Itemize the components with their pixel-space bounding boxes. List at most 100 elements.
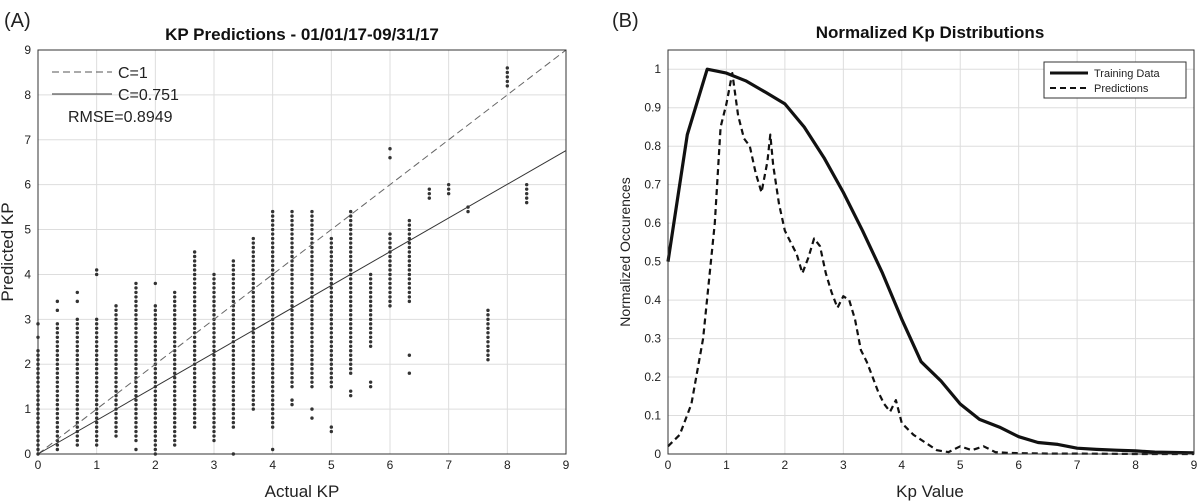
scatter-point: [251, 349, 256, 353]
predictions-line: [667, 72, 1194, 456]
scatter-point: [290, 290, 294, 295]
scatter-point: [251, 353, 256, 357]
x-tick-label: 7: [1074, 458, 1081, 472]
scatter-point: [270, 407, 275, 411]
scatter-point: [524, 187, 529, 191]
scatter-point: [94, 384, 99, 389]
scatter-point: [55, 402, 60, 407]
scatter-point: [290, 371, 294, 375]
scatter-point: [94, 411, 99, 416]
scatter-point: [329, 371, 334, 375]
scatter-point: [524, 191, 529, 196]
scatter-point: [231, 313, 236, 317]
scatter-point: [251, 322, 256, 326]
scatter-point: [153, 326, 158, 331]
scatter-point: [270, 263, 275, 268]
scatter-point: [153, 438, 158, 443]
scatter-point: [134, 290, 138, 295]
scatter-point: [310, 349, 314, 353]
scatter-point: [153, 313, 158, 317]
x-tick-label: 1: [723, 458, 730, 472]
scatter-point: [55, 308, 60, 313]
scatter-point: [134, 367, 138, 371]
scatter-point: [290, 353, 294, 357]
scatter-point: [251, 299, 256, 304]
scatter-point: [75, 317, 80, 322]
scatter-point: [388, 295, 392, 299]
scatter-point: [231, 411, 236, 416]
scatter-point: [329, 375, 334, 380]
scatter-point: [348, 389, 353, 393]
scatter-point: [329, 326, 334, 331]
scatter-point: [75, 344, 80, 348]
scatter-point: [407, 227, 412, 232]
scatter-point: [114, 340, 118, 344]
x-tick-label: 5: [957, 458, 964, 472]
scatter-point: [231, 398, 236, 402]
scatter-point: [270, 447, 275, 452]
scatter-point: [134, 353, 138, 357]
scatter-point: [212, 322, 216, 326]
scatter-point: [55, 322, 60, 326]
scatter-point: [486, 353, 490, 357]
scatter-point: [231, 326, 236, 331]
scatter-point: [368, 308, 373, 313]
scatter-point: [212, 331, 216, 335]
scatter-point: [388, 299, 392, 304]
scatter-point: [94, 331, 99, 335]
scatter-point: [75, 335, 80, 339]
scatter-point: [192, 286, 197, 290]
scatter-point: [270, 358, 275, 362]
scatter-point: [94, 429, 99, 434]
scatter-point: [310, 281, 314, 286]
scatter-point: [231, 367, 236, 371]
scatter-point: [486, 317, 490, 322]
scatter-point: [270, 281, 275, 286]
scatter-point: [192, 317, 197, 322]
scatter-point: [134, 331, 138, 335]
scatter-point: [94, 380, 99, 384]
scatter-point: [212, 290, 216, 295]
scatter-point: [75, 425, 80, 429]
scatter-point: [270, 232, 275, 236]
legend-label-c0751: C=0.751: [118, 87, 179, 104]
scatter-point: [368, 326, 373, 331]
scatter-point: [407, 295, 412, 299]
scatter-point: [290, 209, 294, 214]
scatter-point: [407, 223, 412, 227]
scatter-point: [212, 313, 216, 317]
scatter-point: [270, 245, 275, 250]
scatter-point: [153, 281, 158, 286]
scatter-point: [55, 443, 60, 447]
scatter-point: [388, 232, 392, 236]
rmse-annotation: RMSE=0.8949: [68, 109, 173, 126]
scatter-point: [153, 380, 158, 384]
scatter-point: [172, 393, 177, 398]
scatter-point: [407, 281, 412, 286]
scatter-point: [251, 344, 256, 348]
scatter-point: [251, 407, 256, 411]
scatter-point: [114, 331, 118, 335]
scatter-point: [172, 317, 177, 322]
scatter-point: [407, 290, 412, 295]
scatter-point: [192, 299, 197, 304]
scatter-point: [192, 367, 197, 371]
scatter-point: [486, 358, 490, 362]
scatter-point: [251, 281, 256, 286]
x-tick-label: 4: [898, 458, 905, 472]
scatter-point: [505, 66, 510, 70]
scatter-point: [310, 375, 314, 380]
scatter-point: [94, 393, 99, 398]
scatter-point: [172, 290, 177, 295]
scatter-point: [251, 340, 256, 344]
scatter-point: [290, 380, 294, 384]
scatter-point: [94, 398, 99, 402]
scatter-point: [75, 340, 80, 344]
scatter-point: [348, 331, 353, 335]
scatter-point: [407, 250, 412, 254]
scatter-point: [172, 335, 177, 339]
scatter-point: [231, 268, 236, 272]
scatter-point: [310, 317, 314, 322]
scatter-point: [134, 447, 138, 452]
x-tick-label: 7: [445, 458, 452, 472]
